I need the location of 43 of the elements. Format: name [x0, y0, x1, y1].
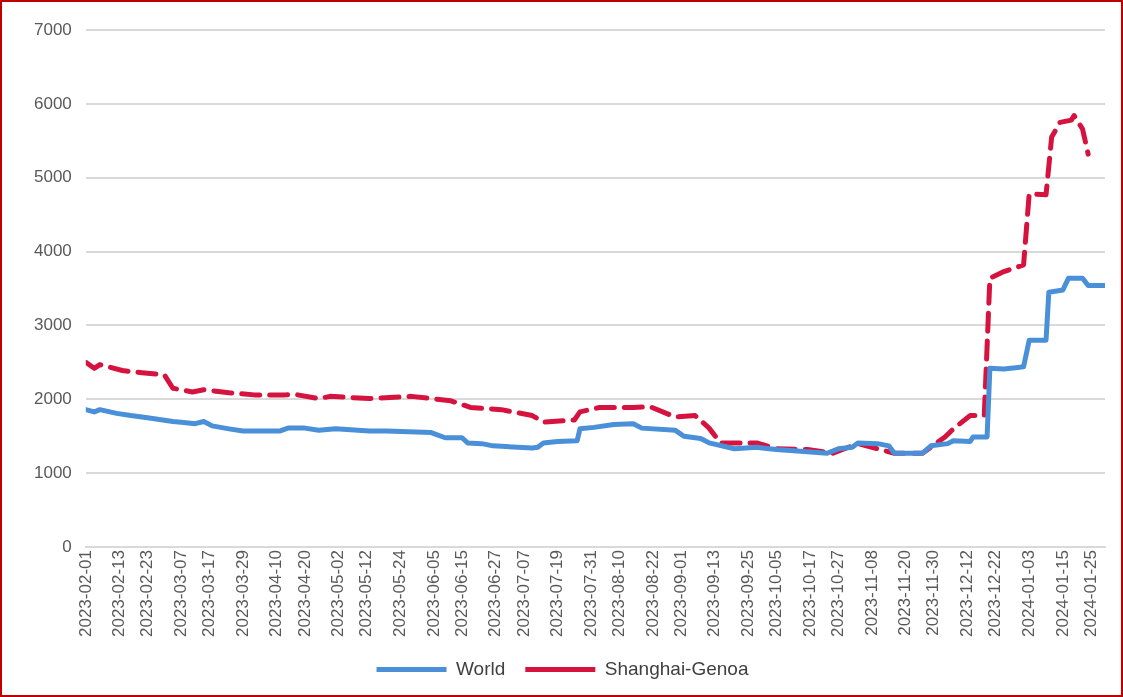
- x-tick-label: 2023-09-01: [670, 550, 690, 638]
- x-tick-label: 2023-10-05: [766, 550, 786, 638]
- x-tick-label: 2023-12-22: [985, 550, 1005, 638]
- x-tick-label: 2023-12-12: [957, 550, 977, 638]
- x-tick-label: 2023-06-05: [423, 550, 443, 638]
- x-tick-label: 2023-05-02: [328, 550, 348, 638]
- x-tick-label: 2023-09-13: [704, 550, 724, 638]
- y-tick-label: 6000: [33, 93, 72, 113]
- x-tick-label: 2023-02-01: [75, 550, 95, 638]
- x-tick-label: 2023-08-10: [608, 550, 628, 638]
- x-tick-label: 2023-02-13: [109, 550, 129, 638]
- x-tick-label: 2023-05-24: [389, 550, 409, 638]
- x-tick-label: 2023-02-23: [137, 550, 157, 638]
- y-tick-label: 2000: [33, 389, 72, 408]
- x-tick-label: 2023-08-22: [642, 550, 662, 638]
- x-tick-label: 2023-03-29: [232, 550, 252, 638]
- x-tick-label: 2023-04-10: [266, 550, 286, 638]
- x-tick-label: 2023-07-07: [513, 550, 533, 638]
- x-tick-label: 2023-03-17: [199, 550, 219, 638]
- x-tick-label: 2023-07-31: [580, 550, 600, 638]
- y-tick-label: 4000: [33, 241, 72, 261]
- x-tick-label: 2023-03-07: [170, 550, 190, 638]
- x-tick-label: 2023-09-25: [738, 550, 758, 638]
- x-tick-label: 2023-07-19: [547, 550, 567, 638]
- y-tick-label: 5000: [33, 167, 72, 187]
- y-tick-label: 1000: [33, 462, 72, 482]
- legend-label: World: [456, 657, 506, 679]
- legend-label: Shanghai-Genoa: [604, 657, 749, 679]
- x-tick-label: 2023-10-27: [827, 550, 847, 638]
- y-tick-label: 0: [62, 536, 72, 556]
- x-tick-label: 2023-10-17: [799, 550, 819, 638]
- x-tick-label: 2023-11-20: [895, 550, 915, 636]
- x-tick-label: 2023-11-08: [861, 550, 881, 636]
- x-tick-label: 2024-01-15: [1052, 550, 1072, 638]
- x-tick-label: 2024-01-25: [1080, 550, 1100, 638]
- y-tick-label: 7000: [33, 19, 72, 39]
- x-tick-label: 2023-11-30: [923, 550, 943, 636]
- x-tick-label: 2024-01-03: [1018, 550, 1038, 638]
- y-tick-label: 3000: [33, 315, 72, 335]
- x-tick-label: 2023-05-12: [356, 550, 376, 638]
- x-tick-label: 2023-06-15: [451, 550, 471, 638]
- x-tick-label: 2023-04-20: [294, 550, 314, 638]
- x-tick-label: 2023-06-27: [485, 550, 505, 638]
